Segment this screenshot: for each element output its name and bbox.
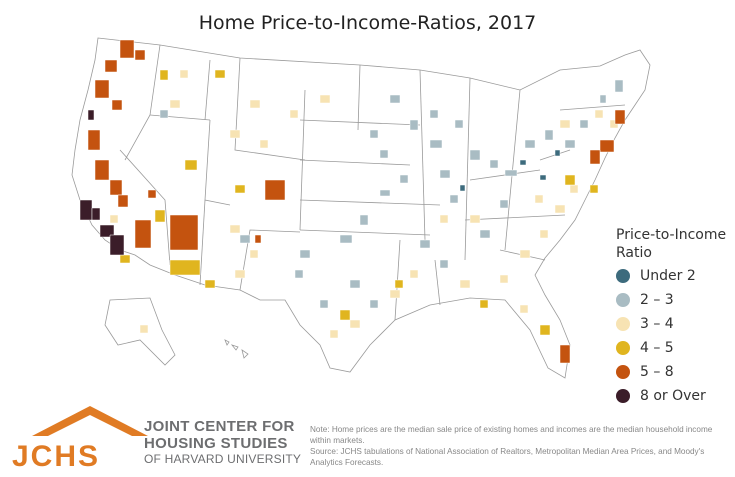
- legend-item-under-2: Under 2: [616, 266, 735, 286]
- hawaii-islands: [224, 339, 249, 359]
- metro-areas: [79, 39, 626, 364]
- us-metro-map: [71, 37, 651, 379]
- legend-item-5-8: 5 – 8: [616, 362, 735, 382]
- metros-2-3: [159, 79, 624, 309]
- footnote: Note: Home prices are the median sale pr…: [310, 424, 730, 468]
- metros-4-5: [119, 69, 599, 336]
- legend-label: 8 or Over: [640, 388, 706, 404]
- source-text: Source: JCHS tabulations of National Ass…: [310, 447, 705, 467]
- legend-swatch: [616, 389, 630, 403]
- legend-swatch: [616, 293, 630, 307]
- jchs-logo: JCHS: [12, 406, 148, 473]
- legend-item-3-4: 3 – 4: [616, 314, 735, 334]
- map-title: Home Price-to-Income-Ratios, 2017: [198, 12, 537, 34]
- logo-acronym: JCHS: [12, 440, 100, 473]
- legend-swatch: [616, 341, 630, 355]
- legend-title: Price-to-Income Ratio: [616, 227, 727, 261]
- logo-line-3: OF HARVARD UNIVERSITY: [144, 452, 302, 466]
- legend-label: 2 – 3: [640, 292, 674, 308]
- legend-label: 5 – 8: [640, 364, 674, 380]
- legend: Price-to-Income Ratio Under 2 2 – 3 3 – …: [616, 226, 735, 406]
- legend-swatch: [616, 365, 630, 379]
- logo-wordmark: JOINT CENTER FOR HOUSING STUDIES OF HARV…: [144, 418, 301, 466]
- state-borders: [71, 37, 651, 379]
- logo-roof-icon: [32, 406, 148, 436]
- metros-5-8: [87, 39, 626, 364]
- note-text: Note: Home prices are the median sale pr…: [310, 425, 713, 445]
- legend-label: 3 – 4: [640, 316, 674, 332]
- metros-under-2: [459, 149, 561, 192]
- logo-line-2: HOUSING STUDIES: [144, 435, 288, 452]
- legend-swatch: [616, 317, 630, 331]
- legend-label: 4 – 5: [640, 340, 674, 356]
- legend-item-2-3: 2 – 3: [616, 290, 735, 310]
- legend-item-4-5: 4 – 5: [616, 338, 735, 358]
- legend-label: Under 2: [640, 268, 696, 284]
- metros-3-4: [109, 69, 619, 339]
- logo-line-1: JOINT CENTER FOR: [144, 418, 295, 435]
- metros-8-or-over: [79, 109, 125, 256]
- legend-swatch: [616, 269, 630, 283]
- legend-item-8-or-over: 8 or Over: [616, 386, 735, 406]
